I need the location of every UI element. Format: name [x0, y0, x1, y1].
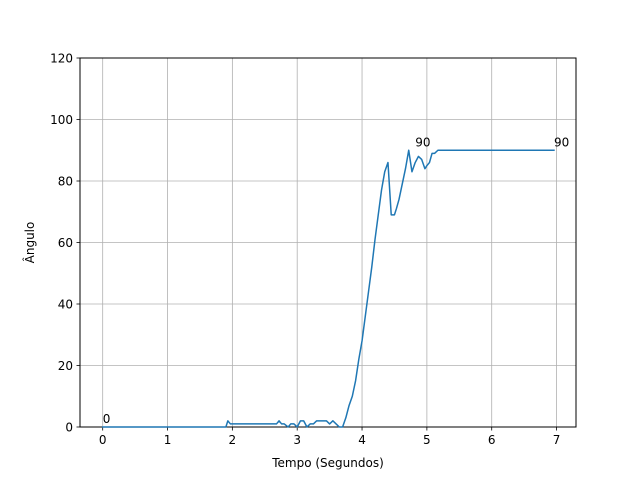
data-annotation: 90 — [554, 135, 569, 149]
y-tick-label: 60 — [58, 236, 73, 250]
x-axis-label: Tempo (Segundos) — [271, 456, 384, 470]
series-layer — [101, 149, 555, 428]
grid-lines — [80, 57, 576, 428]
y-tick-label: 20 — [58, 359, 73, 373]
x-tick-label: 3 — [293, 433, 301, 447]
y-tick-label: 120 — [50, 51, 73, 65]
data-annotation: 90 — [415, 135, 430, 149]
x-tick-label: 4 — [358, 433, 366, 447]
series-line-0 — [101, 149, 555, 428]
axis-ticks: 0 1 2 3 4 5 6 7 0 20 40 60 80 100 120 — [50, 51, 560, 447]
data-annotation: 0 — [103, 412, 111, 426]
y-tick-label: 0 — [65, 420, 73, 434]
x-tick-label: 7 — [553, 433, 561, 447]
x-tick-label: 5 — [423, 433, 431, 447]
y-tick-label: 40 — [58, 297, 73, 311]
x-tick-label: 0 — [99, 433, 107, 447]
y-axis-label: Ângulo — [22, 222, 37, 264]
y-tick-label: 80 — [58, 174, 73, 188]
x-tick-label: 1 — [164, 433, 172, 447]
x-tick-label: 6 — [488, 433, 496, 447]
annotations: 0 90 90 — [103, 135, 570, 426]
y-tick-label: 100 — [50, 113, 73, 127]
x-tick-label: 2 — [229, 433, 237, 447]
